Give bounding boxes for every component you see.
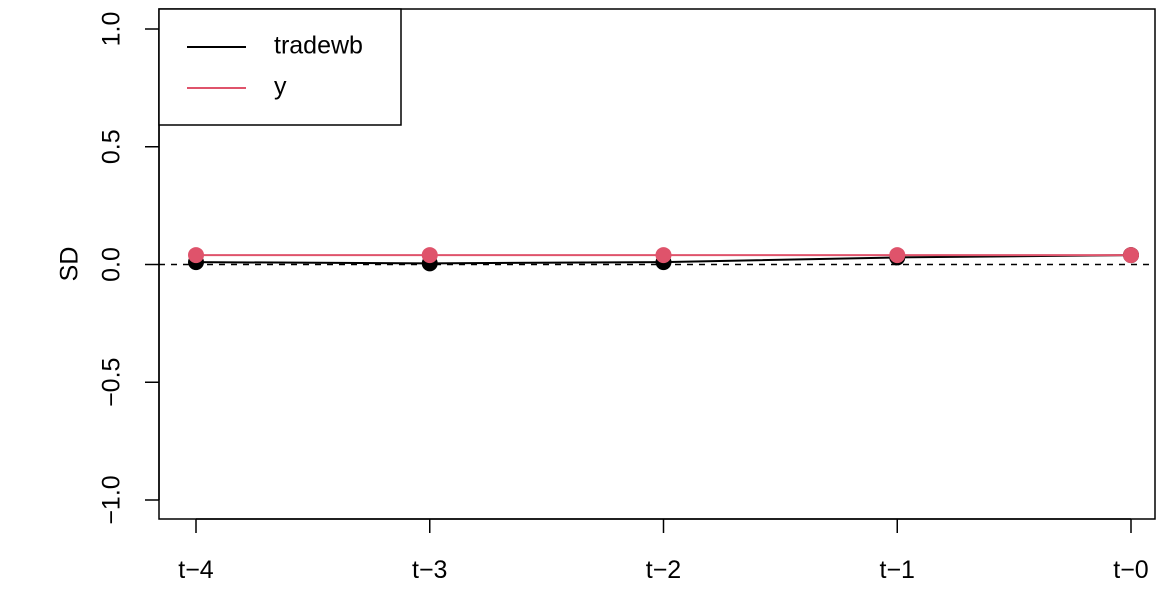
- y-axis: −1.0 −0.5 0.0 0.5 1.0: [98, 12, 160, 525]
- data-point-y: [1123, 247, 1139, 264]
- x-tick-label: t−2: [646, 556, 681, 584]
- y-tick-label: −1.0: [98, 475, 126, 524]
- y-tick-label: 0.0: [98, 247, 126, 282]
- y-axis-title: SD: [56, 247, 84, 282]
- x-axis: t−4 t−3 t−2 t−1 t−0: [178, 518, 1149, 584]
- x-tick-label: t−3: [412, 556, 447, 584]
- y-tick-label: 1.0: [98, 12, 126, 47]
- x-tick-label: t−4: [178, 556, 214, 584]
- legend-label-y: y: [274, 73, 287, 101]
- y-tick-label: 0.5: [98, 129, 126, 164]
- legend-label-tradewb: tradewb: [274, 32, 363, 60]
- x-tick-label: t−0: [1113, 556, 1148, 584]
- data-point-y: [188, 247, 204, 264]
- legend-box: [158, 8, 402, 126]
- y-tick-label: −0.5: [98, 358, 126, 407]
- data-point-y: [421, 247, 438, 264]
- series-points: [188, 247, 1139, 272]
- x-tick-label: t−1: [880, 556, 915, 584]
- data-point-y: [889, 247, 906, 264]
- legend: tradewb y: [158, 8, 402, 126]
- data-point-y: [655, 247, 672, 264]
